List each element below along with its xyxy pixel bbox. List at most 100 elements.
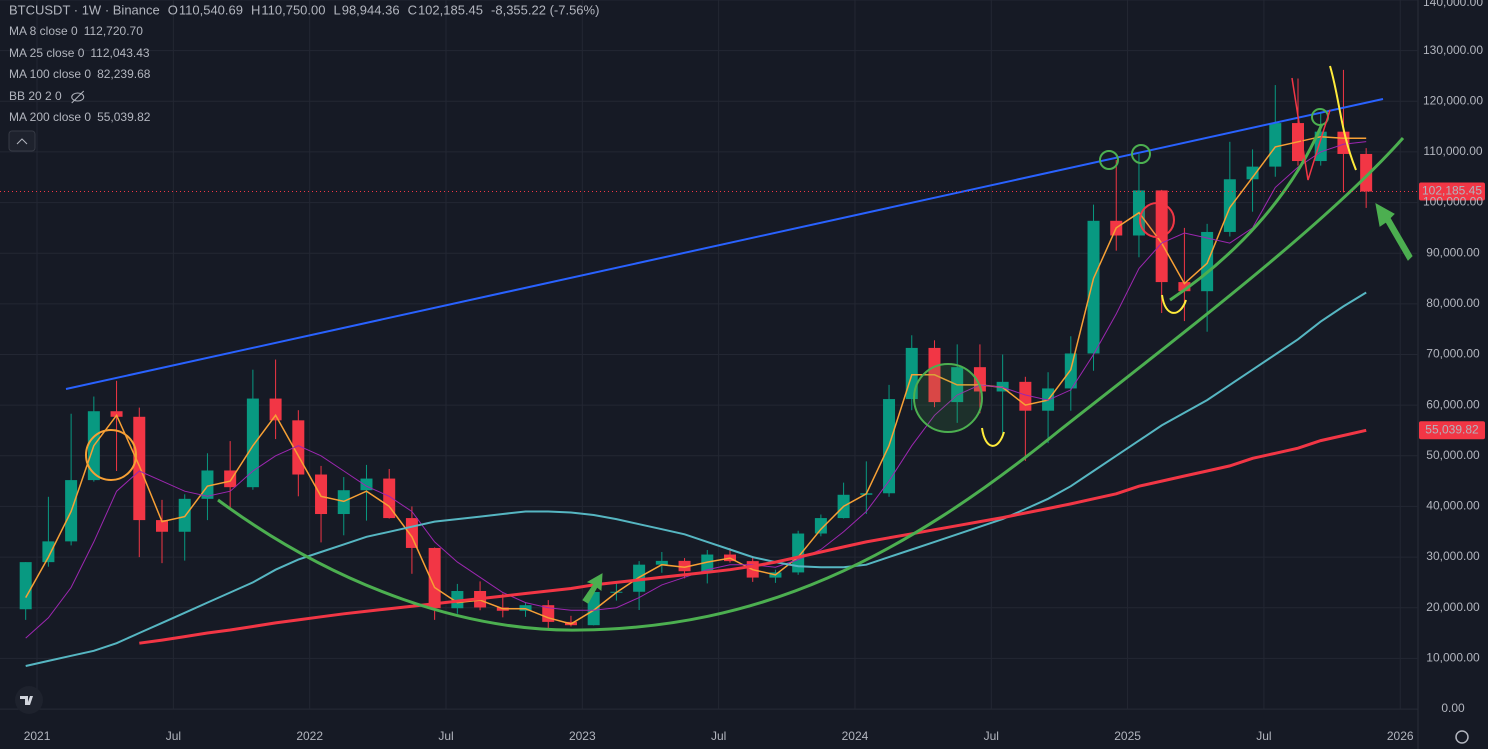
logo-mark — [20, 696, 33, 705]
y-tick-label: 0.00 — [1441, 701, 1465, 715]
y-tick-label: 140,000.00 — [1423, 0, 1483, 9]
candle-body — [178, 498, 191, 532]
moving-averages — [25, 135, 1367, 667]
logo — [15, 686, 43, 714]
arrow-drawing — [582, 573, 603, 604]
x-tick-label: 2026 — [1387, 729, 1414, 743]
y-tick-label: 80,000.00 — [1426, 296, 1480, 310]
trend-curve — [1169, 123, 1324, 302]
x-tick-label: Jul — [438, 729, 453, 743]
collapse-button[interactable] — [8, 130, 36, 152]
candle-body — [1269, 123, 1282, 167]
candle-body — [42, 541, 55, 563]
candle-body — [110, 411, 123, 417]
settings-button[interactable] — [1455, 730, 1469, 744]
x-tick-label: 2022 — [296, 729, 323, 743]
candle-body — [156, 520, 168, 532]
line-drawing — [1291, 77, 1331, 181]
ohlc-value: 102,185.45 — [418, 2, 483, 17]
trend-line — [65, 98, 1384, 390]
y-tick-label: 10,000.00 — [1426, 651, 1480, 665]
trend-curve — [217, 137, 1405, 632]
indicator-name: MA 100 close 0 — [9, 67, 91, 81]
candle-body — [19, 562, 32, 610]
price-tag-label: 55,039.82 — [1425, 422, 1479, 436]
candle-body — [1064, 353, 1077, 389]
ohlc-value: 110,540.69 — [179, 2, 243, 17]
y-tick-label: 30,000.00 — [1426, 549, 1480, 563]
x-tick-label: 2024 — [842, 729, 869, 743]
x-tick-label: 2021 — [24, 729, 51, 743]
indicator-value: 112,043.43 — [90, 46, 149, 60]
candle-body — [1087, 220, 1100, 354]
candle-body — [1178, 282, 1191, 292]
candle-body — [315, 474, 328, 515]
candle-body — [1360, 153, 1373, 192]
ohlc-key: H — [251, 2, 260, 17]
ma-line — [25, 135, 1367, 625]
y-tick-label: 50,000.00 — [1426, 448, 1480, 462]
collapse-icon — [16, 138, 28, 145]
y-tick-label: 110,000.00 — [1423, 144, 1482, 158]
candle-body — [201, 470, 214, 499]
hook-drawing — [1329, 65, 1357, 171]
x-tick-label: 2023 — [569, 729, 596, 743]
x-tick-label: 2025 — [1114, 729, 1141, 743]
ma-line — [139, 428, 1367, 645]
y-tick-label: 90,000.00 — [1426, 245, 1480, 259]
candle-body — [701, 554, 714, 572]
candle-body — [405, 518, 418, 548]
legend: BTCUSDT · 1W · Binance O 110,540.69 H 110,7… — [9, 2, 599, 124]
ohlc-value: 110,750.00 — [261, 2, 325, 17]
symbol: BTCUSDT · 1W · Binance — [9, 2, 160, 17]
price-tags: 102,185.45 55,039.82 — [0, 182, 1485, 440]
x-tick-label: Jul — [711, 729, 726, 743]
circle-drawing — [1139, 202, 1175, 238]
price-tag — [1419, 421, 1485, 440]
arrow-drawing — [1375, 203, 1413, 261]
candle-body — [542, 605, 555, 622]
candle-body — [360, 478, 373, 491]
candle-body — [224, 470, 237, 488]
indicator-name: BB 20 2 0 — [9, 89, 62, 103]
x-tick-label: Jul — [1256, 729, 1271, 743]
candle-body — [246, 398, 259, 488]
drawings — [65, 65, 1413, 632]
y-tick-label: 100,000.00 — [1423, 195, 1483, 209]
x-tick-label: Jul — [984, 729, 999, 743]
candle-body — [633, 564, 646, 592]
candle-body — [383, 478, 396, 519]
y-tick-label: 20,000.00 — [1426, 600, 1480, 614]
indicator-name: MA 25 close 0 — [9, 46, 85, 60]
change: -8,355.22 (-7.56%) — [491, 2, 599, 17]
candle-body — [428, 547, 441, 609]
candle-body — [792, 533, 805, 573]
indicator-value: 55,039.82 — [97, 110, 151, 124]
x-tick-label: Jul — [166, 729, 181, 743]
candle-body — [1223, 179, 1236, 232]
y-tick-label: 130,000.00 — [1423, 43, 1483, 57]
ohlc-value: 98,944.36 — [342, 2, 400, 17]
indicator-value: 112,720.70 — [84, 24, 143, 38]
hidden-icon — [71, 92, 85, 102]
circle-drawing — [85, 429, 137, 481]
circle-drawing — [1099, 150, 1119, 170]
candle-body — [814, 518, 827, 534]
candle-body — [269, 398, 282, 421]
indicator-name: MA 8 close 0 — [9, 24, 78, 38]
axes: 0.00 10,000.00 20,000.00 30,000.00 40,000.00… — [24, 0, 1484, 743]
hook-drawing — [981, 427, 1005, 447]
candle-body — [587, 592, 600, 626]
indicator-name: MA 200 close 0 — [9, 110, 91, 124]
price-tag-label: 102,185.45 — [1422, 184, 1482, 198]
circle-drawing — [913, 363, 983, 433]
indicator-value: 82,239.68 — [97, 67, 151, 81]
y-tick-label: 120,000.00 — [1423, 93, 1483, 107]
y-tick-label: 70,000.00 — [1426, 347, 1480, 361]
y-tick-label: 40,000.00 — [1426, 499, 1480, 513]
ma-line — [25, 291, 1367, 667]
candle-body — [655, 560, 668, 565]
candle-body — [133, 416, 146, 521]
